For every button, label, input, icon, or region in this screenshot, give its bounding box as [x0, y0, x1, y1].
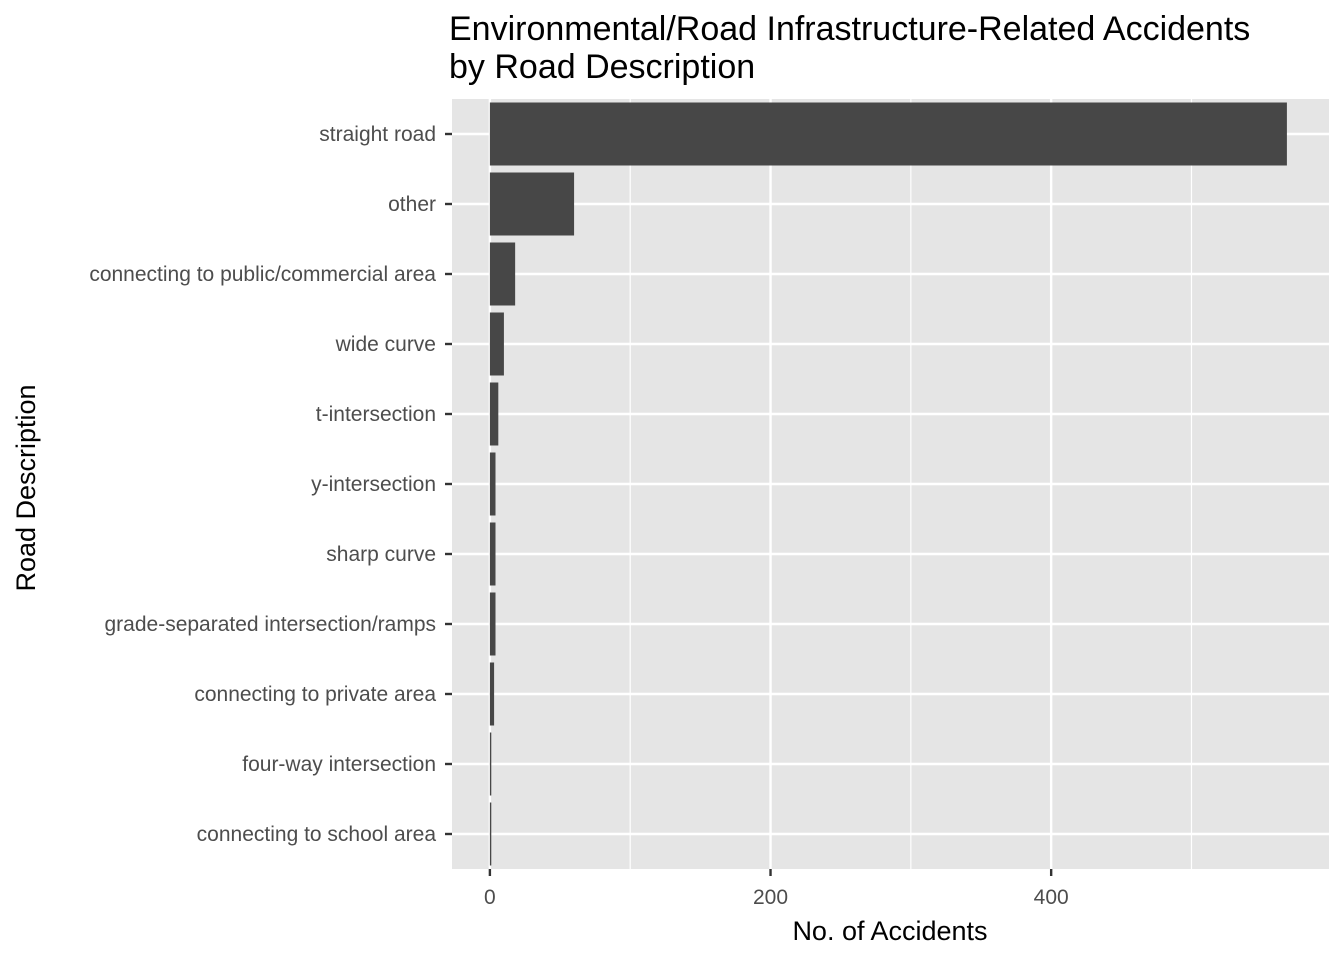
y-tick-label-t-intersection: t-intersection — [316, 403, 436, 426]
bars — [489, 102, 1287, 866]
bar-connecting-to-school-area — [489, 802, 492, 866]
y-axis-title: Road Description — [11, 384, 41, 591]
bar-grade-separated-intersection-ramps — [489, 592, 496, 656]
x-axis-ticks: 0 200 400 — [484, 869, 1069, 909]
bar-connecting-to-private-area — [489, 662, 495, 726]
y-tick-label-sharp-curve: sharp curve — [326, 543, 436, 566]
y-tick-label-connecting-to-public-commercial-area: connecting to public/commercial area — [89, 263, 436, 286]
x-tick-label-200: 200 — [753, 886, 788, 909]
x-tick-label-400: 400 — [1034, 886, 1069, 909]
bar-other — [489, 172, 575, 236]
y-tick-label-connecting-to-school-area: connecting to school area — [197, 823, 437, 846]
y-tick-label-straight-road: straight road — [319, 123, 436, 146]
y-tick-label-grade-separated-intersection-ramps: grade-separated intersection/ramps — [104, 613, 436, 636]
bar-connecting-to-public-commercial-area — [489, 242, 516, 306]
bar-wide-curve — [489, 312, 504, 376]
y-tick-label-wide-curve: wide curve — [335, 333, 436, 356]
y-axis-ticks: straight road other connecting to public/c… — [89, 123, 452, 846]
y-tick-label-y-intersection: y-intersection — [311, 473, 436, 496]
bar-straight-road — [489, 102, 1287, 166]
y-tick-label-four-way-intersection: four-way intersection — [242, 753, 436, 776]
chart-title-line-1: Environmental/Road Infrastructure-Relate… — [449, 10, 1250, 48]
grid-lines — [452, 99, 1329, 869]
y-tick-label-connecting-to-private-area: connecting to private area — [194, 683, 436, 706]
bar-sharp-curve — [489, 522, 496, 586]
chart-title-line-2: by Road Description — [449, 48, 755, 86]
x-axis-title: No. of Accidents — [792, 916, 987, 946]
bar-y-intersection — [489, 452, 496, 516]
y-tick-label-other: other — [388, 193, 436, 216]
bar-t-intersection — [489, 382, 499, 446]
x-tick-label-0: 0 — [484, 886, 496, 909]
bar-four-way-intersection — [489, 732, 492, 796]
